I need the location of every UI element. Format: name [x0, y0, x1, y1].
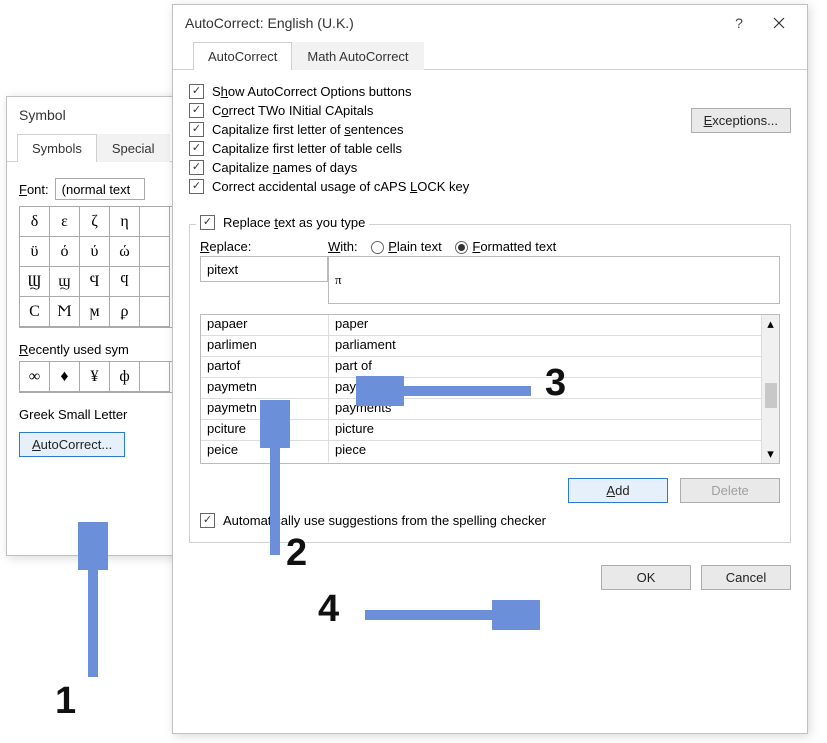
recent-label: Recently used sym	[19, 342, 193, 357]
recent-cell[interactable]: ¥	[80, 362, 110, 392]
add-button[interactable]: Add	[568, 478, 668, 503]
recent-cell[interactable]: ф	[110, 362, 140, 392]
symbol-cell[interactable]: ϻ	[80, 297, 110, 327]
label-show-options: Show AutoCorrect Options buttons	[212, 84, 411, 99]
radio-formatted-text[interactable]	[455, 241, 468, 254]
label-sentences: Capitalize first letter of sentences	[212, 122, 403, 137]
checkbox-replace-as-type[interactable]	[200, 215, 215, 230]
symbol-cell[interactable]: ϣ	[50, 267, 80, 297]
annotation-arrow-4	[360, 600, 540, 630]
label-two-initial: Correct TWo INitial CApitals	[212, 103, 373, 118]
symbol-cell[interactable]: Ϥ	[80, 267, 110, 297]
close-icon	[773, 17, 785, 29]
annotation-number-3: 3	[545, 362, 566, 405]
ok-button[interactable]: OK	[601, 565, 691, 590]
with-input[interactable]: π	[328, 256, 780, 304]
symbol-cell[interactable]: Ϲ	[20, 297, 50, 327]
checkbox-show-options[interactable]	[189, 84, 204, 99]
list-row: papaerpaper	[201, 315, 761, 336]
symbol-description: Greek Small Letter	[19, 407, 193, 422]
symbol-grid[interactable]: δ ε ζ η ϋ ό ύ ώ Ϣ ϣ Ϥ ϥ Ϲ Ϻ ϻ ϼ	[19, 206, 193, 328]
tab-special-characters[interactable]: Special	[97, 134, 170, 162]
font-select[interactable]: (normal text	[55, 178, 145, 200]
list-row: parlimenparliament	[201, 336, 761, 357]
replace-input[interactable]: pitext	[200, 256, 328, 282]
symbol-cell[interactable]: ώ	[110, 237, 140, 267]
symbol-title: Symbol	[19, 107, 66, 123]
checkbox-sentences[interactable]	[189, 122, 204, 137]
annotation-number-2: 2	[286, 532, 307, 575]
symbol-cell[interactable]: Ϻ	[50, 297, 80, 327]
tab-symbols[interactable]: Symbols	[17, 134, 97, 162]
symbol-cell[interactable]: ό	[50, 237, 80, 267]
symbol-cell[interactable]: ε	[50, 207, 80, 237]
annotation-arrow-3	[356, 376, 536, 406]
scroll-up-icon[interactable]: ▴	[762, 315, 779, 333]
symbol-cell[interactable]: ϥ	[110, 267, 140, 297]
close-button[interactable]	[759, 8, 799, 38]
list-scrollbar[interactable]: ▴ ▾	[761, 315, 779, 463]
scroll-down-icon[interactable]: ▾	[762, 445, 779, 463]
font-label: Font:	[19, 182, 49, 197]
symbol-cell[interactable]	[140, 297, 170, 327]
replace-label: Replace:	[200, 239, 328, 254]
symbol-cell[interactable]	[140, 237, 170, 267]
symbol-cell[interactable]: ύ	[80, 237, 110, 267]
exceptions-button[interactable]: Exceptions...	[691, 108, 791, 133]
label-table-cells: Capitalize first letter of table cells	[212, 141, 402, 156]
list-row: partofpart of	[201, 357, 761, 378]
checkbox-two-initial[interactable]	[189, 103, 204, 118]
delete-button[interactable]: Delete	[680, 478, 780, 503]
recent-cell[interactable]	[140, 362, 170, 392]
autocorrect-title: AutoCorrect: English (U.K.)	[185, 15, 354, 31]
symbol-cell[interactable]: ζ	[80, 207, 110, 237]
autocorrect-tabs: AutoCorrect Math AutoCorrect	[173, 41, 807, 70]
with-label: With:	[328, 239, 358, 254]
cancel-button[interactable]: Cancel	[701, 565, 791, 590]
label-days: Capitalize names of days	[212, 160, 357, 175]
label-plain-text: Plain text	[388, 239, 441, 254]
symbol-cell[interactable]: η	[110, 207, 140, 237]
recent-cell[interactable]: ∞	[20, 362, 50, 392]
checkbox-capslock[interactable]	[189, 179, 204, 194]
recent-cell[interactable]: ♦	[50, 362, 80, 392]
autocorrect-titlebar: AutoCorrect: English (U.K.) ?	[173, 5, 807, 41]
tab-autocorrect[interactable]: AutoCorrect	[193, 42, 292, 70]
annotation-arrow-1	[78, 522, 108, 682]
scroll-thumb[interactable]	[765, 383, 777, 408]
symbol-cell[interactable]: Ϣ	[20, 267, 50, 297]
tab-math-autocorrect[interactable]: Math AutoCorrect	[292, 42, 423, 70]
symbol-cell[interactable]	[140, 267, 170, 297]
checkbox-suggestions[interactable]	[200, 513, 215, 528]
help-button[interactable]: ?	[719, 8, 759, 38]
symbol-cell[interactable]: ϼ	[110, 297, 140, 327]
radio-plain-text[interactable]	[371, 241, 384, 254]
recent-grid[interactable]: ∞ ♦ ¥ ф	[19, 361, 193, 393]
annotation-number-4: 4	[318, 588, 339, 631]
checkbox-days[interactable]	[189, 160, 204, 175]
with-label-row: With: Plain text Formatted text	[328, 239, 556, 254]
autocorrect-button[interactable]: AutoCorrect...	[19, 432, 125, 457]
label-formatted-text: Formatted text	[472, 239, 556, 254]
annotation-number-1: 1	[55, 680, 76, 723]
label-replace-as-type: Replace text as you type	[223, 215, 365, 230]
symbol-cell[interactable]: ϋ	[20, 237, 50, 267]
label-capslock: Correct accidental usage of cAPS LOCK ke…	[212, 179, 469, 194]
checkbox-table-cells[interactable]	[189, 141, 204, 156]
symbol-cell[interactable]	[140, 207, 170, 237]
dialog-footer: OK Cancel	[173, 555, 807, 604]
symbol-cell[interactable]: δ	[20, 207, 50, 237]
